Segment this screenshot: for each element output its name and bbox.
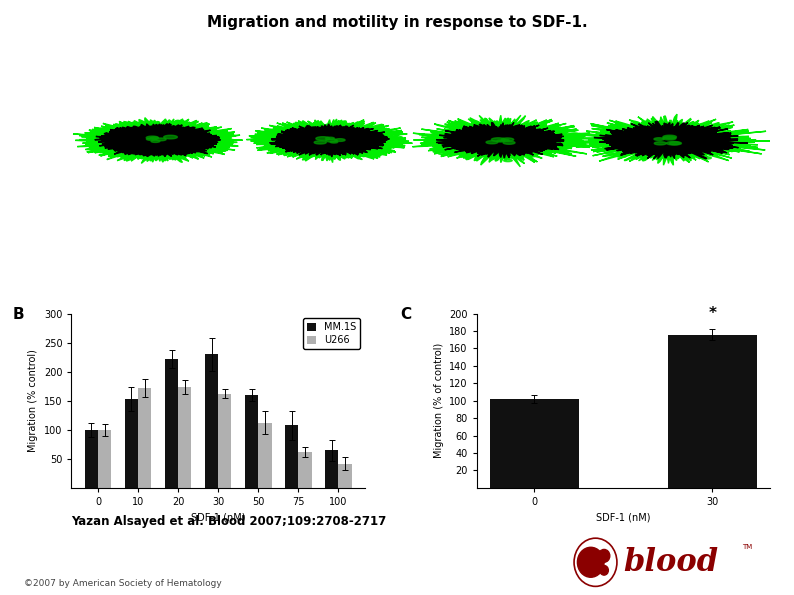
Bar xyxy=(668,334,757,488)
Polygon shape xyxy=(330,141,337,143)
Bar xyxy=(218,394,232,488)
Polygon shape xyxy=(604,152,613,154)
Polygon shape xyxy=(164,135,177,139)
Bar xyxy=(205,354,218,488)
Polygon shape xyxy=(316,137,330,140)
Text: B: B xyxy=(13,306,25,322)
Polygon shape xyxy=(654,142,666,145)
Text: ©2007 by American Society of Hematology: ©2007 by American Society of Hematology xyxy=(24,579,222,588)
Polygon shape xyxy=(73,118,243,164)
Bar xyxy=(98,430,111,488)
Bar xyxy=(285,425,299,488)
Polygon shape xyxy=(335,139,345,142)
Polygon shape xyxy=(703,156,711,159)
Text: blood: blood xyxy=(623,547,719,578)
Polygon shape xyxy=(156,138,166,141)
Legend: MM.1S, U266: MM.1S, U266 xyxy=(303,318,360,349)
Polygon shape xyxy=(503,141,515,145)
Polygon shape xyxy=(413,115,596,167)
Bar xyxy=(299,452,311,488)
Polygon shape xyxy=(663,136,676,140)
Y-axis label: Migration (% of control): Migration (% of control) xyxy=(434,343,444,458)
Polygon shape xyxy=(146,136,158,139)
Text: Migration and motility in response to SDF-1.: Migration and motility in response to SD… xyxy=(206,15,588,30)
Polygon shape xyxy=(436,123,565,158)
Bar xyxy=(125,399,138,488)
X-axis label: SDF-1 (nM): SDF-1 (nM) xyxy=(596,512,650,522)
Bar xyxy=(326,450,338,488)
Polygon shape xyxy=(314,141,326,144)
Polygon shape xyxy=(502,139,509,141)
Bar xyxy=(178,387,191,488)
Polygon shape xyxy=(246,119,412,162)
Text: C: C xyxy=(400,306,411,322)
Polygon shape xyxy=(663,135,676,139)
Bar xyxy=(138,388,152,488)
Polygon shape xyxy=(491,138,505,142)
Polygon shape xyxy=(669,142,681,145)
Y-axis label: Migration (% control): Migration (% control) xyxy=(29,349,38,452)
Polygon shape xyxy=(94,124,221,156)
Bar xyxy=(258,423,272,488)
Text: TM: TM xyxy=(742,544,753,550)
Polygon shape xyxy=(151,140,160,142)
Bar xyxy=(490,399,579,488)
Polygon shape xyxy=(503,159,512,162)
Polygon shape xyxy=(497,140,504,142)
Polygon shape xyxy=(326,139,337,142)
Polygon shape xyxy=(667,142,680,145)
Text: Yazan Alsayed et al. Blood 2007;109:2708-2717: Yazan Alsayed et al. Blood 2007;109:2708… xyxy=(71,515,387,528)
Polygon shape xyxy=(570,114,771,165)
Polygon shape xyxy=(501,138,514,141)
Circle shape xyxy=(599,549,610,562)
Polygon shape xyxy=(486,140,498,144)
Polygon shape xyxy=(654,137,664,140)
Polygon shape xyxy=(618,155,626,158)
Polygon shape xyxy=(326,137,334,140)
Polygon shape xyxy=(570,133,579,135)
Polygon shape xyxy=(594,121,748,159)
Polygon shape xyxy=(438,152,447,155)
Bar xyxy=(338,464,352,488)
Polygon shape xyxy=(146,138,156,140)
Polygon shape xyxy=(150,137,159,139)
Bar xyxy=(85,430,98,488)
Bar xyxy=(245,395,258,488)
Text: A: A xyxy=(80,61,90,74)
Circle shape xyxy=(577,547,604,577)
Circle shape xyxy=(599,565,608,575)
X-axis label: SDF-1 (nM): SDF-1 (nM) xyxy=(191,512,245,522)
Polygon shape xyxy=(269,124,389,157)
Bar xyxy=(165,359,178,488)
Text: *: * xyxy=(708,306,716,321)
